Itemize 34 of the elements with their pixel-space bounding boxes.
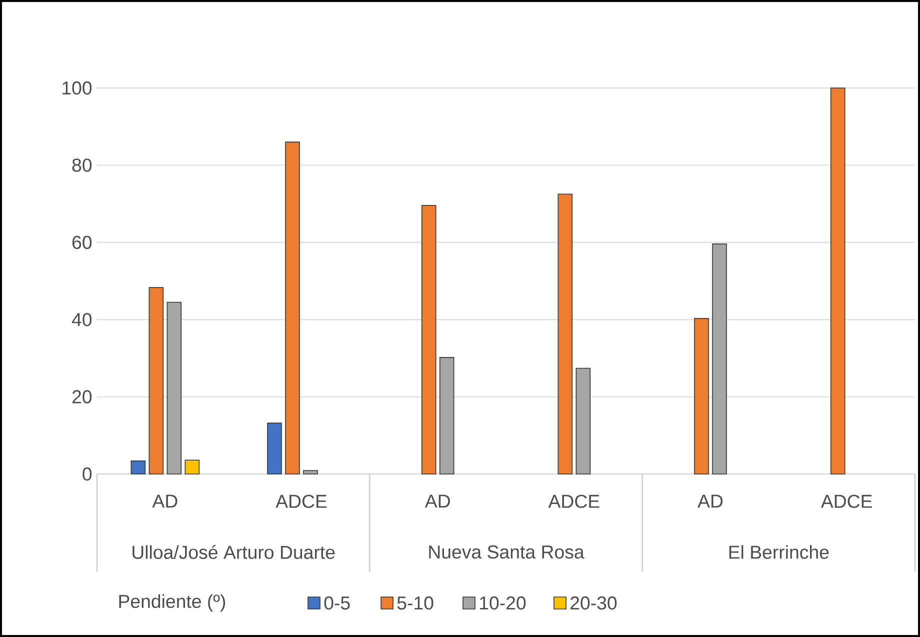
- bar: [285, 142, 300, 474]
- bar: [130, 460, 146, 474]
- bar: [166, 302, 182, 474]
- bar: [712, 244, 727, 474]
- bar: [303, 470, 318, 474]
- x-tick-label: AD: [698, 494, 723, 508]
- x-tick-label: ADCE: [820, 494, 872, 508]
- bar: [184, 460, 200, 474]
- bar: [694, 318, 709, 474]
- x-tick-label: AD: [152, 494, 178, 508]
- legend-title: Pendiente (º): [119, 594, 226, 612]
- legend-label: 20-30: [570, 596, 617, 610]
- bar: [439, 357, 454, 474]
- bar: [421, 204, 436, 474]
- bar: [576, 368, 591, 474]
- legend-label: 0-5: [324, 596, 350, 610]
- y-tick-label: 100: [62, 81, 92, 95]
- y-tick-label: 80: [72, 158, 92, 172]
- text: Nueva Santa Rosa: [429, 545, 584, 559]
- y-tick-label: 0: [82, 467, 92, 481]
- bar: [558, 194, 573, 474]
- bar: [148, 287, 164, 474]
- bar: [830, 88, 846, 474]
- x-tick-label: ADCE: [276, 494, 327, 508]
- x-tick-label: AD: [424, 494, 450, 508]
- legend-label: 10-20: [480, 596, 526, 610]
- legend-label: 5-10: [397, 596, 434, 610]
- y-tick-label: 40: [72, 312, 92, 326]
- bar: [267, 422, 282, 474]
- y-tick-label: 60: [72, 236, 92, 250]
- text: Ulloa/José Arturo Duarte: [132, 545, 335, 559]
- text: El Berrinche: [729, 545, 829, 559]
- x-tick-label: ADCE: [548, 494, 600, 508]
- y-tick-label: 20: [72, 390, 92, 404]
